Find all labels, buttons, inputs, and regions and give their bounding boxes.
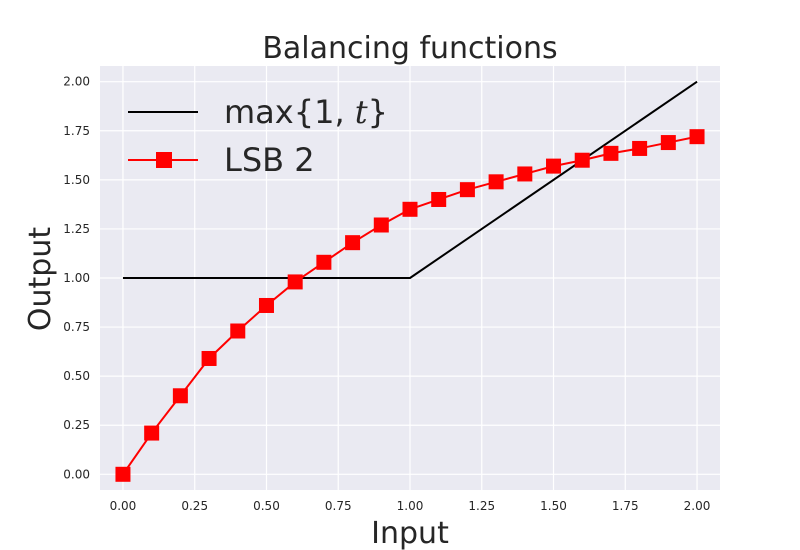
- data-point: [316, 254, 332, 270]
- y-axis-label: Output: [23, 227, 58, 331]
- data-point: [431, 191, 447, 207]
- data-point: [258, 297, 274, 313]
- legend-label: LSB 2: [224, 141, 315, 179]
- data-point: [459, 182, 475, 198]
- data-point: [689, 129, 705, 145]
- y-axis-ticks: 0.00 0.25 0.50 0.75 1.00 1.25 1.50 1.75 2.00: [63, 75, 90, 482]
- data-point: [230, 323, 246, 339]
- data-point: [517, 166, 533, 182]
- legend-label-prefix: max{1,: [224, 93, 355, 131]
- chart-title: Balancing functions: [262, 31, 557, 66]
- data-point: [632, 140, 648, 156]
- y-tick-label: 0.00: [63, 467, 90, 481]
- y-tick-label: 0.25: [63, 418, 90, 432]
- x-tick-label: 0.00: [110, 499, 137, 513]
- data-point: [172, 388, 188, 404]
- x-tick-label: 0.25: [181, 499, 208, 513]
- x-axis-label: Input: [371, 516, 449, 550]
- series-line: [122, 80, 698, 279]
- data-point: [373, 217, 389, 233]
- data-point: [546, 158, 562, 174]
- legend-label-suffix: }: [368, 93, 388, 131]
- series-1: [115, 129, 705, 482]
- data-point: [402, 201, 418, 217]
- legend-label: max{1, t}: [224, 93, 388, 131]
- series-0: [122, 80, 698, 279]
- x-tick-label: 1.00: [397, 499, 424, 513]
- data-point: [345, 235, 361, 251]
- y-tick-label: 1.25: [63, 222, 90, 236]
- legend-label-var: t: [355, 93, 368, 131]
- legend: max{1, t} LSB 2: [128, 93, 388, 179]
- y-tick-label: 1.50: [63, 173, 90, 187]
- data-point: [574, 152, 590, 168]
- y-tick-label: 2.00: [63, 75, 90, 89]
- x-tick-label: 1.50: [540, 499, 567, 513]
- data-point: [488, 174, 504, 190]
- x-tick-label: 0.50: [253, 499, 280, 513]
- data-point: [115, 466, 131, 482]
- data-point: [660, 135, 676, 151]
- y-tick-label: 0.75: [63, 320, 90, 334]
- x-axis-ticks: 0.00 0.25 0.50 0.75 1.00 1.25 1.50 1.75 2.00: [110, 499, 711, 513]
- data-point: [201, 350, 217, 366]
- y-tick-label: 1.00: [63, 271, 90, 285]
- series-layer: [115, 80, 705, 482]
- x-tick-label: 2.00: [684, 499, 711, 513]
- legend-marker: [156, 152, 172, 168]
- x-tick-label: 0.75: [325, 499, 352, 513]
- data-point: [603, 145, 619, 161]
- y-tick-label: 1.75: [63, 124, 90, 138]
- x-tick-label: 1.25: [468, 499, 495, 513]
- data-point: [144, 425, 160, 441]
- y-tick-label: 0.50: [63, 369, 90, 383]
- x-tick-label: 1.75: [612, 499, 639, 513]
- data-point: [287, 274, 303, 290]
